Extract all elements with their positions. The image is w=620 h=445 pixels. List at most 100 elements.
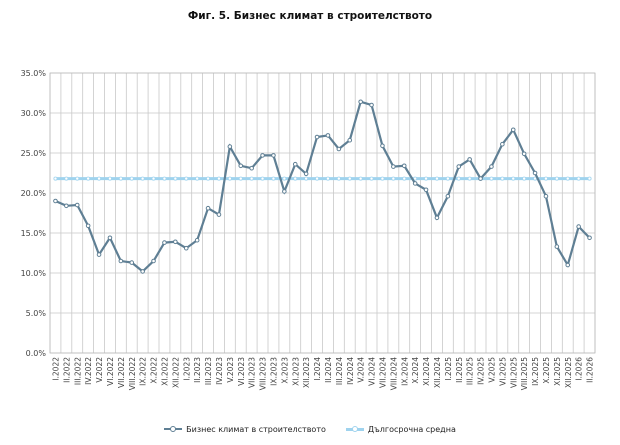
data-point-business-climate <box>85 223 91 229</box>
x-tick-label: X.2022 <box>150 357 159 384</box>
x-tick-label: I.2023 <box>182 357 191 381</box>
data-point-long-term-average <box>151 176 156 181</box>
x-tick-label: XI.2024 <box>422 357 431 386</box>
data-point-long-term-average <box>75 176 80 181</box>
data-point-business-climate <box>576 224 581 229</box>
legend-label-long-term-average: Дългосрочна средна <box>367 424 456 434</box>
x-tick-label: IV.2024 <box>346 357 355 385</box>
data-point-business-climate <box>107 235 113 241</box>
data-point-business-climate <box>401 163 407 169</box>
x-tick-label: I.2024 <box>313 357 322 381</box>
data-point-long-term-average <box>336 176 341 181</box>
data-point-long-term-average <box>522 176 527 181</box>
data-point-long-term-average <box>97 176 102 181</box>
x-tick-label: II.2026 <box>586 357 595 383</box>
x-tick-label: I.2025 <box>444 357 453 381</box>
data-point-business-climate <box>543 193 549 199</box>
x-axis: I.2022 II.2022 III.2022 IV.2022 V.2022 VI.202… <box>51 357 594 390</box>
data-point-business-climate <box>489 164 494 169</box>
data-point-business-climate <box>194 237 200 243</box>
data-point-business-climate <box>249 165 254 171</box>
x-tick-label: XII.2023 <box>302 357 311 388</box>
x-tick-label: IV.2023 <box>215 357 224 385</box>
x-tick-label: IX.2023 <box>269 357 278 386</box>
data-point-business-climate <box>314 134 320 140</box>
x-tick-label: VII.2023 <box>248 357 257 388</box>
x-tick-label: VIII.2025 <box>520 357 529 390</box>
data-point-long-term-average <box>107 176 112 181</box>
data-point-long-term-average <box>576 176 581 181</box>
data-point-long-term-average <box>206 176 211 181</box>
line-chart: 0.0% 5.0% 10.0% 15.0% 20.0% 25.0% 30.0% 35.0% I… <box>21 69 596 390</box>
data-point-business-climate <box>325 133 331 138</box>
y-tick-label: 25.0% <box>21 149 47 158</box>
data-point-long-term-average <box>282 176 287 181</box>
data-point-long-term-average <box>565 176 570 181</box>
x-tick-label: IV.2022 <box>84 357 93 385</box>
data-point-long-term-average <box>140 176 145 181</box>
data-point-business-climate <box>260 153 265 158</box>
data-point-long-term-average <box>358 176 363 181</box>
y-tick-label: 35.0% <box>21 69 47 78</box>
x-tick-label: X.2023 <box>280 357 289 384</box>
x-tick-label: I.2026 <box>575 357 584 381</box>
data-point-business-climate <box>282 189 287 194</box>
data-point-business-climate <box>162 240 167 245</box>
data-point-long-term-average <box>216 176 221 181</box>
data-point-business-climate <box>358 99 363 105</box>
data-point-long-term-average <box>53 176 58 181</box>
data-point-long-term-average <box>118 176 123 181</box>
data-point-business-climate <box>412 181 418 186</box>
legend-swatch-business-climate <box>164 424 183 434</box>
x-tick-label: XII.2022 <box>171 357 180 388</box>
data-point-business-climate <box>292 161 298 167</box>
x-tick-label: VI.2024 <box>368 357 377 386</box>
data-point-long-term-average <box>413 176 418 181</box>
data-point-business-climate <box>303 171 309 177</box>
y-axis: 0.0% 5.0% 10.0% 15.0% 20.0% 25.0% 30.0% 35.0% <box>21 69 47 358</box>
grid-lines <box>49 72 596 354</box>
data-point-business-climate <box>369 102 374 108</box>
data-point-business-climate <box>238 163 244 169</box>
data-point-long-term-average <box>347 176 352 181</box>
x-tick-label: IX.2024 <box>400 357 409 386</box>
data-point-long-term-average <box>543 176 548 181</box>
data-point-long-term-average <box>369 176 374 181</box>
x-tick-label: VIII.2023 <box>259 357 268 390</box>
chart-title: Фиг. 5. Бизнес климат в строителството <box>187 10 433 22</box>
data-point-long-term-average <box>554 176 559 181</box>
data-point-long-term-average <box>173 176 178 181</box>
data-point-business-climate <box>467 157 472 162</box>
data-point-long-term-average <box>500 176 505 181</box>
legend-label-business-climate: Бизнес климат в строителството <box>186 424 326 434</box>
data-point-business-climate <box>53 198 58 204</box>
data-point-business-climate <box>478 176 483 181</box>
data-point-long-term-average <box>227 176 232 181</box>
data-point-long-term-average <box>129 176 134 181</box>
x-tick-label: III.2023 <box>204 357 213 385</box>
x-tick-label: VII.2025 <box>509 357 518 388</box>
data-point-business-climate <box>173 239 178 245</box>
x-tick-label: III.2022 <box>73 357 82 385</box>
x-tick-label: VII.2024 <box>378 357 387 388</box>
x-tick-label: IX.2025 <box>531 357 540 386</box>
data-point-long-term-average <box>456 176 461 181</box>
data-point-long-term-average <box>238 176 243 181</box>
data-point-business-climate <box>391 164 396 169</box>
data-point-long-term-average <box>315 176 320 181</box>
legend: Бизнес климат в строителството Дългосроч… <box>0 424 620 434</box>
x-tick-label: XII.2025 <box>564 357 573 388</box>
x-tick-label: II.2024 <box>324 357 333 383</box>
data-point-long-term-average <box>434 176 439 181</box>
data-point-business-climate <box>118 258 124 264</box>
data-point-business-climate <box>380 143 385 149</box>
y-tick-label: 20.0% <box>21 189 47 198</box>
series-group <box>53 99 592 274</box>
data-point-long-term-average <box>489 176 494 181</box>
data-point-business-climate <box>423 187 429 193</box>
x-tick-label: VI.2022 <box>106 357 115 386</box>
legend-swatch-long-term-average <box>345 424 364 434</box>
data-point-long-term-average <box>162 176 167 181</box>
data-point-business-climate <box>532 170 538 176</box>
x-tick-label: II.2023 <box>193 357 202 383</box>
